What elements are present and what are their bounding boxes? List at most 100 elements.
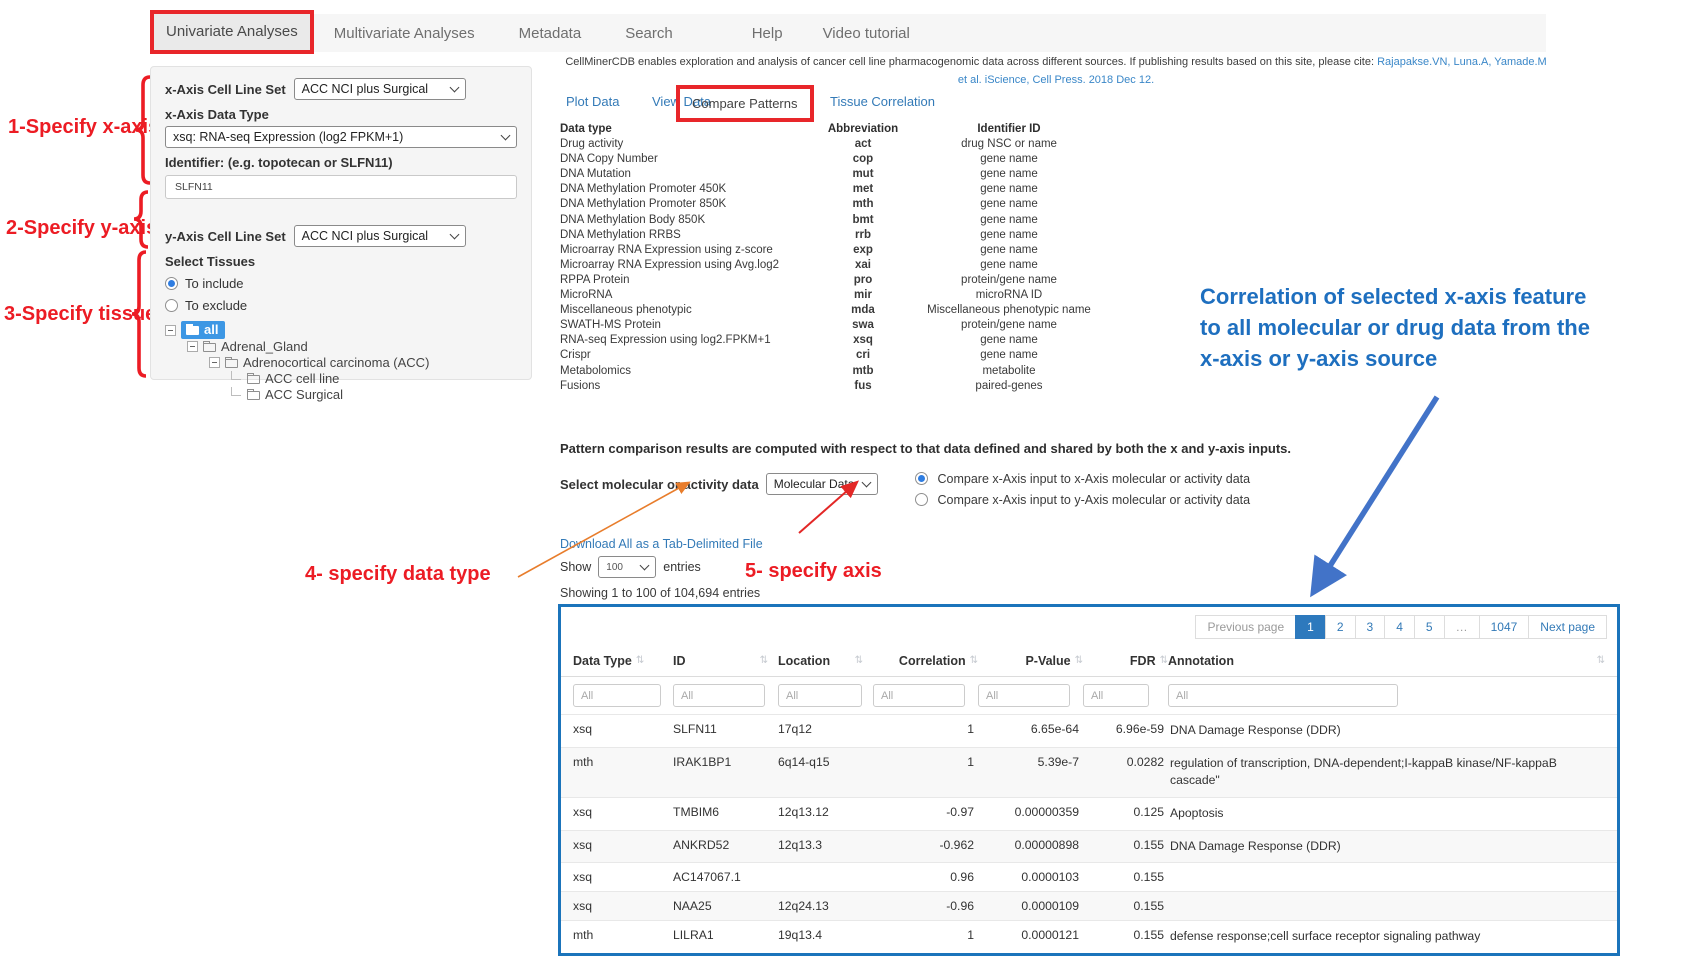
col-correlation[interactable]: Correlation ⇅ xyxy=(898,653,978,668)
pagination: Previous page 1 2 3 4 5 … 1047 Next page xyxy=(561,615,1607,639)
datatype-col-type: Data type xyxy=(560,123,612,135)
download-all-link[interactable]: Download All as a Tab-Delimited File xyxy=(560,537,763,551)
tree-node-acc[interactable]: Adrenocortical carcinoma (ACC) xyxy=(165,354,517,370)
tree-node-all[interactable]: all xyxy=(165,321,517,339)
datatype-row: DNA Methylation Body 850K bmt gene name xyxy=(560,213,1038,226)
sort-icon[interactable]: ⇅ xyxy=(635,655,645,666)
nav-item-metadata[interactable]: Metadata xyxy=(518,24,582,42)
page-button-4[interactable]: 4 xyxy=(1384,615,1415,639)
col-annotation[interactable]: Annotation ⇅ xyxy=(1168,653,1605,668)
radio-to-exclude-label: To exclude xyxy=(185,298,248,313)
folder-icon xyxy=(247,388,260,400)
show-label: Show xyxy=(560,560,592,574)
nav-item-search[interactable]: Search xyxy=(625,24,673,42)
sort-icon[interactable]: ⇅ xyxy=(854,655,863,666)
datatype-row: Microarray RNA Expression using z-score e… xyxy=(560,243,1038,256)
tab-compare-patterns[interactable]: Compare Patterns xyxy=(676,85,814,122)
datatype-row: Crispr cri gene name xyxy=(560,349,1038,362)
chevron-down-icon xyxy=(449,229,460,240)
intro-description: CellMinerCDB enables exploration and ana… xyxy=(565,56,1375,68)
page-button-3[interactable]: 3 xyxy=(1354,615,1386,639)
sort-icon[interactable]: ⇅ xyxy=(1159,655,1168,666)
identifier-input[interactable] xyxy=(165,175,517,199)
tree-node-adrenal-gland-label: Adrenal_Gland xyxy=(221,338,308,354)
filter-data-type[interactable] xyxy=(573,684,661,707)
tree-node-acc-cell-line[interactable]: ACC cell line xyxy=(165,370,517,386)
page-size-value: 100 xyxy=(606,561,623,573)
filter-correlation[interactable] xyxy=(873,684,966,707)
tree-collapse-icon[interactable] xyxy=(165,324,176,336)
x-axis-cell-line-set-select[interactable]: ACC NCI plus Surgical xyxy=(293,78,466,100)
radio-to-include[interactable] xyxy=(165,277,178,290)
col-id[interactable]: ID ⇅ xyxy=(673,653,768,668)
tab-view-data[interactable]: View Data xyxy=(652,94,712,109)
sort-icon[interactable]: ⇅ xyxy=(1074,655,1083,666)
col-location[interactable]: Location ⇅ xyxy=(778,653,863,668)
table-row: xsq NAA25 12q24.13 -0.96 0.0000109 0.155 xyxy=(561,891,1617,921)
pattern-note: Pattern comparison results are computed … xyxy=(560,441,1292,456)
table-row: xsq AC147067.1 0.96 0.0000103 0.155 xyxy=(561,862,1617,891)
tree-node-acc-surgical[interactable]: ACC Surgical xyxy=(165,386,517,402)
radio-compare-y-axis-label: Compare x-Axis input to y-Axis molecular… xyxy=(937,493,1251,507)
table-row: mth IRAK1BP1 6q14-q15 1 5.39e-7 0.0282 regulat… xyxy=(561,746,1617,798)
molecular-data-select[interactable]: Molecular Data xyxy=(765,473,878,495)
page-button-1047[interactable]: 1047 xyxy=(1478,615,1530,639)
x-axis-data-type-value: xsq: RNA-seq Expression (log2 FPKM+1) xyxy=(173,130,404,144)
datatype-row: SWATH-MS Protein swa protein/gene name xyxy=(560,319,1057,332)
tree-collapse-icon[interactable] xyxy=(209,356,220,368)
datatype-row: Metabolomics mtb metabolite xyxy=(560,364,1036,377)
chevron-down-icon xyxy=(861,477,872,488)
filter-fdr[interactable] xyxy=(1083,684,1150,707)
tree-collapse-icon[interactable] xyxy=(187,340,198,352)
annotation-step2: 2-Specify y-axis xyxy=(6,217,158,239)
nav-item-multivariate-analyses[interactable]: Multivariate Analyses xyxy=(333,24,475,42)
datatype-row: DNA Methylation Promoter 850K mth gene nam… xyxy=(560,198,1038,211)
nav-item-video-tutorial[interactable]: Video tutorial xyxy=(822,24,910,42)
radio-compare-x-axis-label: Compare x-Axis input to x-Axis molecular… xyxy=(937,472,1251,486)
nav-item-help[interactable]: Help xyxy=(751,24,783,42)
x-axis-cell-line-set-label: x-Axis Cell Line Set xyxy=(165,81,286,97)
citation-link[interactable]: Rajapakse.VN, Luna.A, Yamade.M et al. iS… xyxy=(957,56,1547,86)
showing-entries-text: Showing 1 to 100 of 104,694 entries xyxy=(560,586,761,600)
page-button-1[interactable]: 1 xyxy=(1295,615,1326,639)
radio-compare-x-axis[interactable] xyxy=(915,472,928,485)
y-axis-cell-line-set-label: y-Axis Cell Line Set xyxy=(165,228,286,244)
tree-node-all-label: all xyxy=(204,322,219,337)
filter-pvalue[interactable] xyxy=(978,684,1071,707)
datatype-row: Miscellaneous phenotypic mda Miscellaneous… xyxy=(560,304,1091,317)
page-size-select[interactable]: 100 xyxy=(598,556,657,578)
col-fdr[interactable]: FDR ⇅ xyxy=(1129,653,1168,668)
y-axis-cell-line-set-select[interactable]: ACC NCI plus Surgical xyxy=(293,225,466,247)
next-page-button[interactable]: Next page xyxy=(1528,615,1607,639)
filter-location[interactable] xyxy=(778,684,862,707)
tree-node-acc-cell-line-label: ACC cell line xyxy=(265,370,340,386)
col-pvalue[interactable]: P-Value ⇅ xyxy=(1025,653,1083,668)
chevron-down-icon xyxy=(500,130,511,141)
page-button-2[interactable]: 2 xyxy=(1324,615,1356,639)
sort-icon[interactable]: ⇅ xyxy=(759,655,768,666)
results-header-row: Data Type ⇅ ID ⇅ Location ⇅ Correlation ⇅ P-… xyxy=(561,645,1617,677)
filter-annotation[interactable] xyxy=(1168,684,1398,707)
previous-page-button[interactable]: Previous page xyxy=(1195,615,1297,639)
datatype-row: Microarray RNA Expression using Avg.log2… xyxy=(560,258,1038,271)
datatype-row: DNA Methylation Promoter 450K met gene nam… xyxy=(560,183,1038,196)
tab-plot-data[interactable]: Plot Data xyxy=(566,94,620,109)
tab-tissue-correlation[interactable]: Tissue Correlation xyxy=(830,94,936,109)
identifier-label: Identifier: (e.g. topotecan or SLFN11) xyxy=(165,155,393,170)
tree-node-adrenal-gland[interactable]: Adrenal_Gland xyxy=(165,338,517,354)
sort-icon[interactable]: ⇅ xyxy=(969,655,978,666)
radio-compare-y-axis[interactable] xyxy=(915,493,928,506)
folder-icon xyxy=(225,356,238,368)
page-button-5[interactable]: 5 xyxy=(1413,615,1445,639)
radio-to-exclude[interactable] xyxy=(165,299,178,312)
folder-icon xyxy=(203,340,216,352)
sort-icon[interactable]: ⇅ xyxy=(1596,655,1605,666)
filter-id[interactable] xyxy=(673,684,766,707)
nav-item-univariate-analyses[interactable]: Univariate Analyses xyxy=(150,9,314,54)
table-row: xsq ANKRD52 12q13.3 -0.962 0.00000898 0.155 DN… xyxy=(561,829,1617,863)
chevron-down-icon xyxy=(639,560,650,571)
select-tissues-label: Select Tissues xyxy=(165,254,256,269)
col-data-type[interactable]: Data Type ⇅ xyxy=(573,653,645,668)
table-row: xsq SLFN11 17q12 1 6.65e-64 6.96e-59 DNA Damag… xyxy=(561,714,1617,747)
x-axis-data-type-select[interactable]: xsq: RNA-seq Expression (log2 FPKM+1) xyxy=(165,126,517,148)
